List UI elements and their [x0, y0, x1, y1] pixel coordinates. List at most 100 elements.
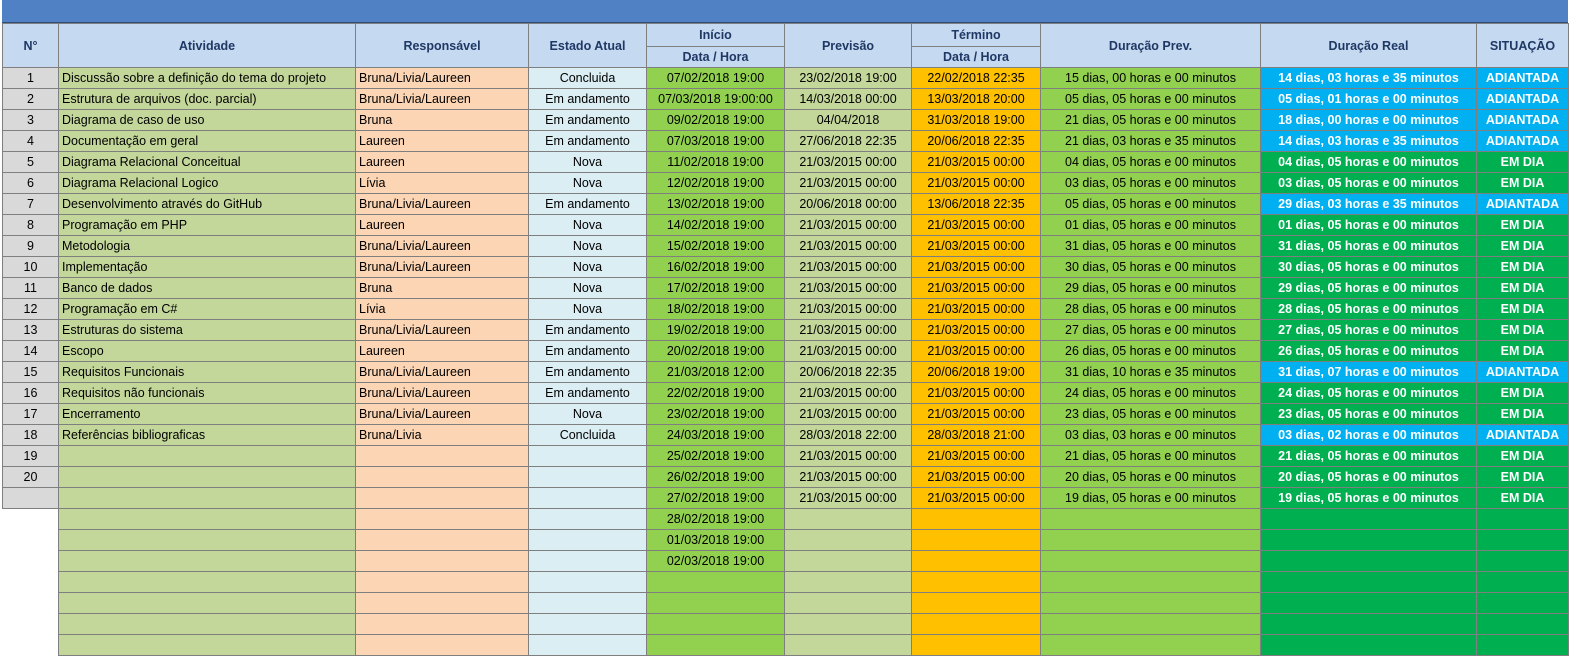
cell-number[interactable]: [2, 592, 59, 614]
header-num[interactable]: N°: [2, 23, 59, 68]
cell-responsavel[interactable]: Lívia: [355, 172, 529, 194]
cell-duracao-real[interactable]: 28 dias, 05 horas e 00 minutos: [1260, 298, 1477, 320]
cell-termino[interactable]: 21/03/2015 00:00: [911, 487, 1041, 509]
cell-situacao[interactable]: ADIANTADA: [1476, 109, 1569, 131]
cell-inicio[interactable]: 26/02/2018 19:00: [646, 466, 785, 488]
cell-duracao-real[interactable]: 23 dias, 05 horas e 00 minutos: [1260, 403, 1477, 425]
cell-number[interactable]: [2, 550, 59, 572]
cell-situacao[interactable]: ADIANTADA: [1476, 130, 1569, 152]
cell-inicio[interactable]: 02/03/2018 19:00: [646, 550, 785, 572]
cell-number[interactable]: 8: [2, 214, 59, 236]
header-termino-sub[interactable]: Data / Hora: [911, 46, 1041, 68]
cell-number[interactable]: 15: [2, 361, 59, 383]
cell-duracao-prev[interactable]: [1040, 550, 1261, 572]
cell-number[interactable]: 13: [2, 319, 59, 341]
cell-duracao-real[interactable]: 04 dias, 05 horas e 00 minutos: [1260, 151, 1477, 173]
cell-situacao[interactable]: EM DIA: [1476, 172, 1569, 194]
cell-previsao[interactable]: 23/02/2018 19:00: [784, 67, 912, 89]
cell-inicio[interactable]: 17/02/2018 19:00: [646, 277, 785, 299]
cell-estado[interactable]: Nova: [528, 151, 647, 173]
cell-atividade[interactable]: [58, 466, 356, 488]
cell-estado[interactable]: Em andamento: [528, 88, 647, 110]
cell-previsao[interactable]: 21/03/2015 00:00: [784, 277, 912, 299]
cell-atividade[interactable]: [58, 613, 356, 635]
cell-number[interactable]: [2, 529, 59, 551]
cell-duracao-real[interactable]: [1260, 613, 1477, 635]
cell-termino[interactable]: 21/03/2015 00:00: [911, 235, 1041, 257]
cell-situacao[interactable]: ADIANTADA: [1476, 424, 1569, 446]
cell-atividade[interactable]: [58, 508, 356, 530]
cell-atividade[interactable]: [58, 634, 356, 656]
cell-termino[interactable]: [911, 634, 1041, 656]
cell-duracao-prev[interactable]: 04 dias, 05 horas e 00 minutos: [1040, 151, 1261, 173]
cell-atividade[interactable]: [58, 550, 356, 572]
cell-duracao-prev[interactable]: 03 dias, 05 horas e 00 minutos: [1040, 172, 1261, 194]
cell-situacao[interactable]: EM DIA: [1476, 151, 1569, 173]
cell-estado[interactable]: [528, 613, 647, 635]
cell-responsavel[interactable]: [355, 571, 529, 593]
cell-responsavel[interactable]: Bruna/Livia/Laureen: [355, 67, 529, 89]
cell-duracao-prev[interactable]: [1040, 613, 1261, 635]
cell-duracao-prev[interactable]: [1040, 529, 1261, 551]
cell-duracao-real[interactable]: 31 dias, 05 horas e 00 minutos: [1260, 235, 1477, 257]
cell-previsao[interactable]: 21/03/2015 00:00: [784, 298, 912, 320]
cell-responsavel[interactable]: Bruna/Livia/Laureen: [355, 361, 529, 383]
cell-duracao-prev[interactable]: 20 dias, 05 horas e 00 minutos: [1040, 466, 1261, 488]
cell-number[interactable]: 12: [2, 298, 59, 320]
cell-atividade[interactable]: Referências bibliograficas: [58, 424, 356, 446]
cell-responsavel[interactable]: [355, 613, 529, 635]
cell-inicio[interactable]: [646, 571, 785, 593]
cell-responsavel[interactable]: Laureen: [355, 214, 529, 236]
cell-atividade[interactable]: [58, 592, 356, 614]
cell-inicio[interactable]: 20/02/2018 19:00: [646, 340, 785, 362]
cell-estado[interactable]: [528, 529, 647, 551]
cell-responsavel[interactable]: [355, 550, 529, 572]
cell-duracao-real[interactable]: 03 dias, 05 horas e 00 minutos: [1260, 172, 1477, 194]
cell-previsao[interactable]: 27/06/2018 22:35: [784, 130, 912, 152]
cell-atividade[interactable]: Documentação em geral: [58, 130, 356, 152]
cell-duracao-real[interactable]: 26 dias, 05 horas e 00 minutos: [1260, 340, 1477, 362]
cell-termino[interactable]: [911, 529, 1041, 551]
cell-situacao[interactable]: EM DIA: [1476, 235, 1569, 257]
cell-inicio[interactable]: 07/03/2018 19:00: [646, 130, 785, 152]
cell-duracao-prev[interactable]: [1040, 592, 1261, 614]
cell-number[interactable]: 16: [2, 382, 59, 404]
cell-duracao-prev[interactable]: 21 dias, 05 horas e 00 minutos: [1040, 109, 1261, 131]
cell-duracao-prev[interactable]: 19 dias, 05 horas e 00 minutos: [1040, 487, 1261, 509]
cell-previsao[interactable]: [784, 529, 912, 551]
cell-number[interactable]: 18: [2, 424, 59, 446]
cell-estado[interactable]: Em andamento: [528, 109, 647, 131]
cell-atividade[interactable]: [58, 445, 356, 467]
cell-inicio[interactable]: 15/02/2018 19:00: [646, 235, 785, 257]
cell-situacao[interactable]: EM DIA: [1476, 319, 1569, 341]
cell-estado[interactable]: Nova: [528, 256, 647, 278]
cell-termino[interactable]: 21/03/2015 00:00: [911, 319, 1041, 341]
cell-duracao-real[interactable]: 01 dias, 05 horas e 00 minutos: [1260, 214, 1477, 236]
cell-situacao[interactable]: EM DIA: [1476, 298, 1569, 320]
header-estado[interactable]: Estado Atual: [528, 23, 647, 68]
cell-duracao-prev[interactable]: 31 dias, 10 horas e 35 minutos: [1040, 361, 1261, 383]
cell-atividade[interactable]: Implementação: [58, 256, 356, 278]
cell-previsao[interactable]: 21/03/2015 00:00: [784, 466, 912, 488]
cell-duracao-real[interactable]: 24 dias, 05 horas e 00 minutos: [1260, 382, 1477, 404]
cell-responsavel[interactable]: Laureen: [355, 340, 529, 362]
cell-termino[interactable]: 21/03/2015 00:00: [911, 466, 1041, 488]
cell-duracao-prev[interactable]: 26 dias, 05 horas e 00 minutos: [1040, 340, 1261, 362]
cell-situacao[interactable]: ADIANTADA: [1476, 193, 1569, 215]
cell-termino[interactable]: 20/06/2018 19:00: [911, 361, 1041, 383]
cell-termino[interactable]: 21/03/2015 00:00: [911, 277, 1041, 299]
cell-inicio[interactable]: 23/02/2018 19:00: [646, 403, 785, 425]
cell-responsavel[interactable]: Bruna/Livia/Laureen: [355, 193, 529, 215]
cell-responsavel[interactable]: Bruna/Livia/Laureen: [355, 256, 529, 278]
cell-responsavel[interactable]: [355, 466, 529, 488]
cell-atividade[interactable]: Metodologia: [58, 235, 356, 257]
cell-duracao-real[interactable]: 18 dias, 00 horas e 00 minutos: [1260, 109, 1477, 131]
cell-responsavel[interactable]: Bruna/Livia/Laureen: [355, 382, 529, 404]
cell-duracao-prev[interactable]: [1040, 571, 1261, 593]
cell-responsavel[interactable]: Lívia: [355, 298, 529, 320]
cell-estado[interactable]: [528, 445, 647, 467]
cell-inicio[interactable]: 01/03/2018 19:00: [646, 529, 785, 551]
cell-inicio[interactable]: 19/02/2018 19:00: [646, 319, 785, 341]
cell-responsavel[interactable]: Laureen: [355, 151, 529, 173]
cell-previsao[interactable]: [784, 571, 912, 593]
